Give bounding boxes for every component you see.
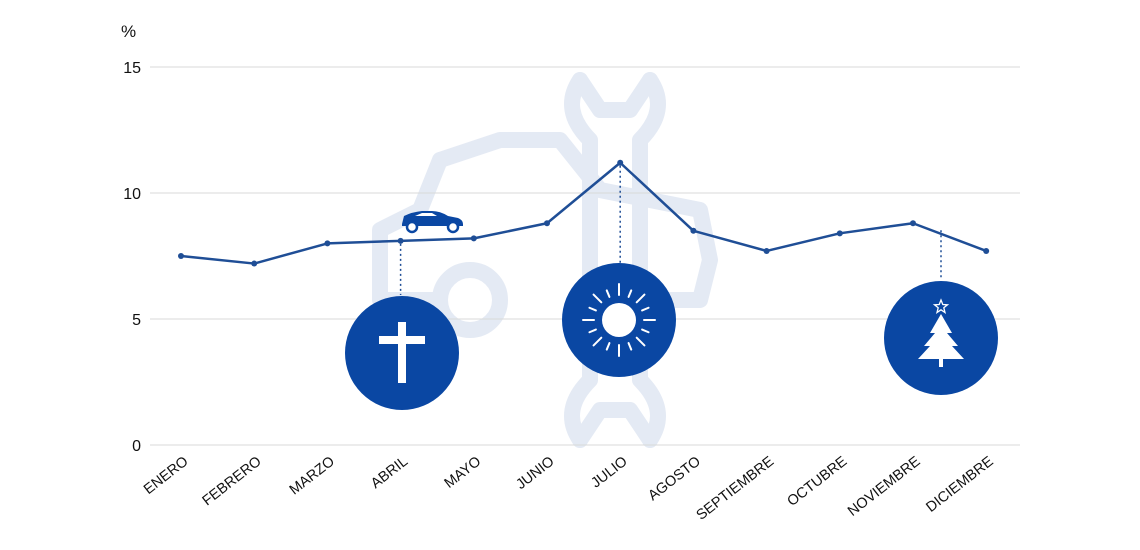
data-point bbox=[397, 237, 404, 244]
data-point bbox=[690, 227, 697, 234]
annotation-droplines bbox=[399, 165, 942, 295]
data-point bbox=[983, 247, 990, 254]
sun-icon bbox=[562, 263, 676, 377]
x-tick-label: DICIEMBRE bbox=[923, 453, 997, 515]
data-point bbox=[251, 260, 258, 267]
cross-icon bbox=[345, 296, 459, 410]
data-point bbox=[178, 253, 184, 259]
x-tick-label: AGOSTO bbox=[645, 454, 704, 505]
series-line bbox=[180, 161, 987, 265]
x-tick-label: FEBRERO bbox=[200, 454, 265, 510]
data-point bbox=[617, 159, 624, 166]
series-points bbox=[178, 159, 990, 267]
christmas-tree-icon bbox=[884, 281, 998, 395]
x-tick-label: MAYO bbox=[442, 454, 485, 492]
y-tick-label: 10 bbox=[123, 186, 141, 203]
y-tick-label: 15 bbox=[123, 60, 141, 77]
data-point bbox=[836, 230, 843, 237]
y-axis-unit-label: % bbox=[121, 22, 136, 41]
data-point bbox=[910, 220, 916, 227]
y-axis-ticks: 0 5 10 15 bbox=[123, 60, 141, 455]
data-point bbox=[763, 247, 770, 254]
x-axis-ticks: ENERO FEBRERO MARZO ABRIL MAYO JUNIO JULIO AGOS… bbox=[141, 453, 997, 523]
x-tick-label: ENERO bbox=[141, 454, 191, 498]
x-tick-label: NOVIEMBRE bbox=[845, 453, 924, 519]
x-tick-label: JULIO bbox=[588, 454, 630, 492]
x-tick-label: JUNIO bbox=[513, 454, 557, 493]
data-point bbox=[470, 235, 477, 242]
y-tick-label: 5 bbox=[132, 312, 141, 329]
x-tick-label: MARZO bbox=[287, 454, 338, 499]
x-tick-label: ABRIL bbox=[368, 454, 411, 492]
x-tick-label: OCTUBRE bbox=[785, 453, 851, 509]
y-tick-label: 0 bbox=[132, 438, 141, 455]
x-tick-label: SEPTIEMBRE bbox=[694, 453, 778, 523]
data-point bbox=[544, 220, 550, 227]
car-icon bbox=[402, 211, 463, 234]
data-point bbox=[324, 240, 331, 247]
